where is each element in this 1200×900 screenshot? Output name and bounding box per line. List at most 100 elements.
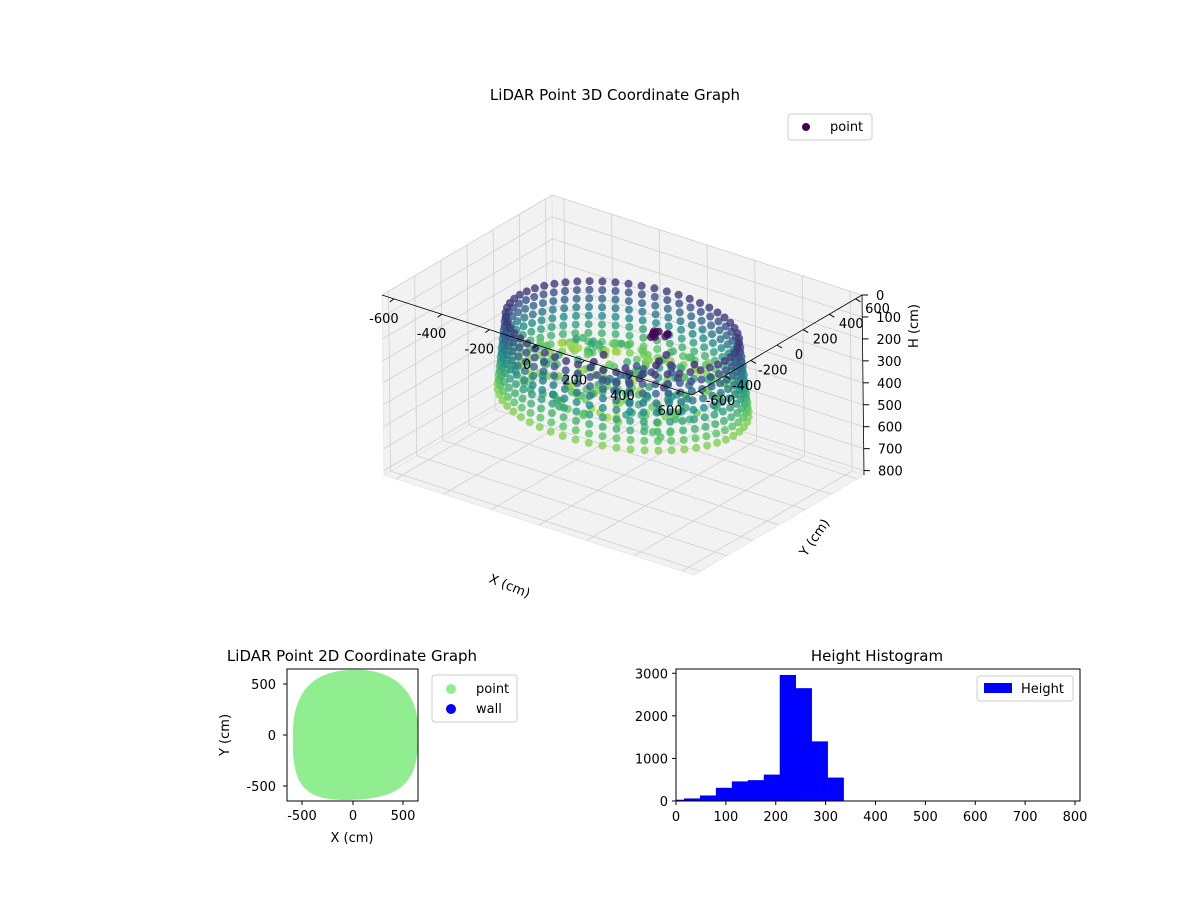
- chart-3d-point: [663, 370, 672, 379]
- chart-3d-point: [527, 390, 536, 399]
- chart-3d-xtick-label: -400: [417, 327, 447, 342]
- chart-3d-xtick-label: -600: [369, 312, 399, 327]
- chart-3d-point: [696, 366, 705, 375]
- chart-3d-point: [525, 418, 534, 427]
- chart-2d-title: LiDAR Point 2D Coordinate Graph: [227, 647, 477, 665]
- chart-2d-point-cloud: [292, 669, 419, 800]
- chart-3d-point: [559, 312, 568, 321]
- chart-3d-point: [585, 294, 594, 303]
- chart-3d-point: [613, 347, 622, 356]
- chart-3d-point: [585, 410, 594, 419]
- chart-3d-point: [624, 279, 633, 288]
- chart-3d-point: [530, 353, 539, 362]
- chart-3d-xtick-mark: [628, 375, 633, 380]
- chart-3d-point: [706, 373, 715, 381]
- chart-3d-point: [626, 416, 635, 425]
- chart-3d-point: [625, 398, 634, 406]
- chart-3d-point: [726, 403, 735, 412]
- chart-3d-point: [728, 422, 737, 431]
- chart-3d-point: [639, 347, 648, 355]
- chart-3d-point: [661, 332, 670, 341]
- chart-3d-point: [512, 370, 521, 379]
- chart-3d-point: [546, 427, 555, 436]
- chart-3d-point: [689, 405, 698, 414]
- chart-3d-point: [547, 418, 556, 427]
- chart-3d-point: [611, 312, 620, 321]
- chart-3d-point: [711, 420, 720, 429]
- chart-3d-point: [675, 369, 684, 378]
- chart-3d-point: [612, 405, 621, 414]
- histogram-bar: [723, 787, 733, 801]
- chart-3d-point: [709, 401, 718, 410]
- chart-3d-point: [690, 415, 698, 424]
- chart-3d-point: [528, 319, 537, 328]
- chart-3d-point: [538, 376, 547, 385]
- chart-3d-point: [549, 297, 558, 306]
- chart-3d-point: [650, 284, 659, 293]
- chart-3d-point: [701, 422, 710, 431]
- chart-3d-gridline: [442, 440, 753, 541]
- chart-3d-point: [585, 277, 594, 286]
- chart-3d-point: [678, 343, 687, 352]
- chart-3d-point: [548, 314, 557, 323]
- chart-3d-point: [562, 357, 571, 365]
- chart-3d-xtick-label: 200: [562, 373, 587, 388]
- chart-3d-point: [720, 426, 729, 435]
- chart-3d-point: [572, 311, 580, 320]
- chart-3d-gridline: [801, 275, 805, 456]
- chart-3d-point: [578, 333, 587, 342]
- chart-3d-point: [717, 398, 726, 407]
- chart-3d-ztick-label: 700: [878, 443, 903, 458]
- chart-3d-point: [715, 326, 724, 335]
- chart-3d-point: [638, 307, 647, 316]
- chart-3d-point: [560, 385, 569, 394]
- chart-3d-point: [732, 399, 741, 408]
- chart-3d-point: [638, 299, 647, 308]
- chart-3d-ztick-label: 300: [877, 355, 902, 370]
- chart-3d-ytick-mark: [698, 390, 704, 395]
- histogram-title: Height Histogram: [811, 647, 943, 665]
- chart-3d-ytick-label: -200: [758, 363, 788, 378]
- chart-3d-point: [699, 394, 708, 403]
- chart-3d-point: [651, 389, 660, 398]
- histogram-xtick-label: 100: [713, 810, 738, 825]
- chart-3d-point: [527, 399, 536, 408]
- chart-3d-point: [585, 285, 594, 294]
- chart-3d-point: [713, 308, 722, 317]
- chart-3d-ztick-label: 100: [876, 311, 901, 326]
- chart-3d-point: [583, 350, 592, 359]
- chart-3d-point: [663, 296, 672, 305]
- chart-3d-point: [719, 416, 728, 425]
- chart-3d-ztick-label: 600: [878, 421, 903, 436]
- histogram-bar: [676, 799, 685, 801]
- chart-2d-legend: point wall: [431, 674, 518, 723]
- chart-3d-point: [714, 317, 723, 326]
- chart-3d-point: [611, 278, 620, 287]
- chart-3d-point: [651, 301, 660, 310]
- chart-3d-point: [716, 335, 725, 344]
- chart-3d-point: [585, 303, 593, 311]
- chart-3d-point: [572, 334, 581, 343]
- chart-3d-point: [696, 307, 705, 316]
- chart-3d-point: [713, 438, 722, 447]
- chart-3d-point: [585, 391, 594, 400]
- chart-3d-point: [521, 304, 530, 313]
- chart-3d-point: [725, 394, 734, 403]
- chart-3d-point: [645, 382, 654, 391]
- chart-3d-point: [519, 385, 528, 394]
- chart-3d-point: [685, 294, 694, 303]
- chart-3d-ytick-label: -400: [732, 379, 762, 394]
- chart-3d-point: [516, 413, 525, 421]
- chart-3d-point: [705, 303, 714, 312]
- chart-3d-point: [506, 374, 514, 383]
- chart-3d-point: [697, 375, 706, 384]
- chart-3d-point: [548, 390, 557, 399]
- histogram-bar: [699, 795, 709, 801]
- chart-3d-xtick-mark: [485, 329, 490, 334]
- chart-3d-point: [561, 366, 570, 375]
- chart-3d-point: [572, 294, 581, 303]
- chart-3d-point: [640, 436, 649, 445]
- chart-3d-point: [684, 353, 693, 362]
- chart-3d-point: [529, 372, 538, 380]
- chart-3d-point: [729, 431, 738, 440]
